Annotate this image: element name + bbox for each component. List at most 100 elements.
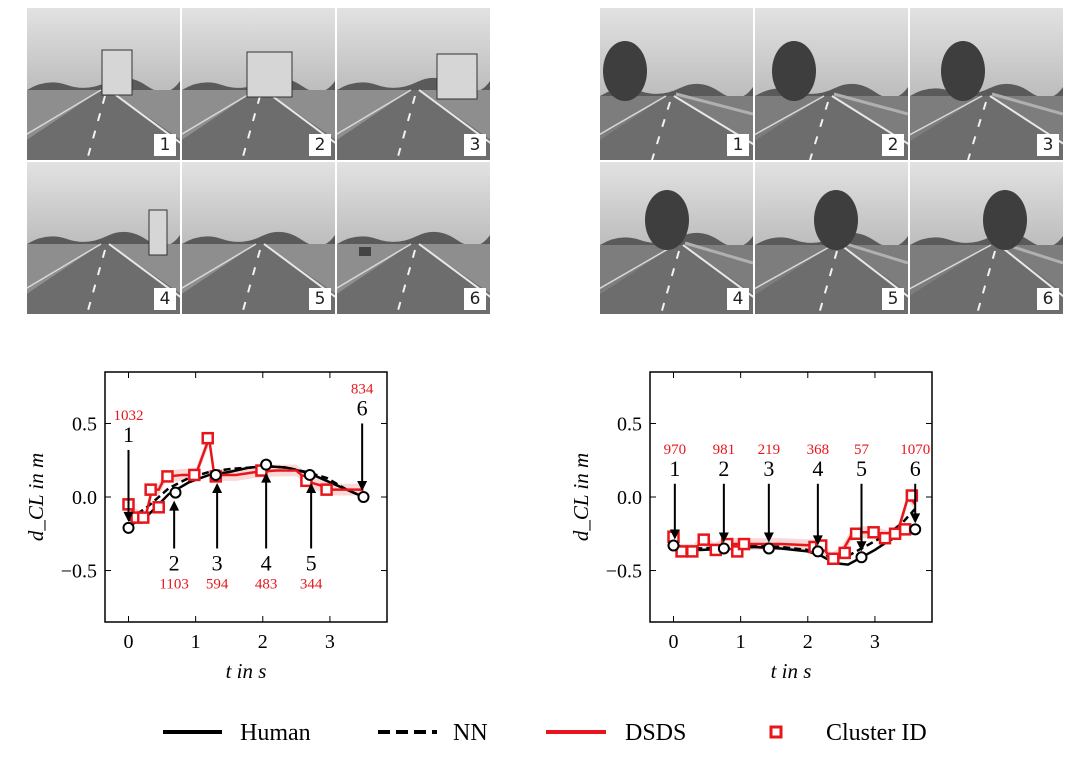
- frame-marker-circle: [169, 486, 182, 499]
- cluster-id-marker: [867, 526, 880, 539]
- photo-frame-number: 2: [309, 134, 331, 156]
- x-axis-label: t in s: [226, 659, 267, 683]
- frame-marker-circle: [122, 521, 135, 534]
- cluster-id-marker: [898, 523, 912, 536]
- annotation-arrowhead: [910, 513, 921, 524]
- y-tick-label: −0.5: [61, 561, 97, 583]
- annotation-arrowhead: [763, 532, 774, 543]
- photo-frame-2: 2: [182, 8, 335, 160]
- photo-frame-number: 1: [154, 134, 176, 156]
- cluster-id-marker: [878, 531, 892, 545]
- photo-frame-number: 1: [727, 134, 749, 156]
- photo-frame-6: 6: [337, 162, 490, 314]
- photo-frame-number: 3: [464, 134, 486, 156]
- photo-frame-image: [600, 8, 753, 160]
- annotation-arrowhead: [357, 481, 368, 491]
- photo-frame-image: [27, 162, 180, 314]
- annotation-arrowhead: [812, 535, 823, 546]
- photo-frame-number: 3: [1037, 134, 1059, 156]
- cluster-id-label: 219: [758, 442, 781, 458]
- annotation-arrowhead: [856, 541, 867, 552]
- frame-marker-circle: [667, 539, 680, 552]
- cluster-id-marker: [737, 537, 751, 551]
- chart-right: 0 1 2 30.50.0−0.5t in sd_CL in m 19702981321…: [569, 371, 933, 683]
- frame-number-label: 1: [123, 422, 134, 447]
- cluster-id-label: 1032: [114, 408, 144, 424]
- photo-frame-number: 5: [882, 288, 904, 310]
- x-tick-label: 0: [669, 631, 679, 653]
- x-axis-label: t in s: [771, 659, 812, 683]
- photo-frame-3: 3: [337, 8, 490, 160]
- cluster-id-label: 1070: [900, 442, 930, 458]
- photo-frame-1: 1: [600, 8, 753, 160]
- frame-number-label: 3: [763, 456, 774, 481]
- cluster-id-marker: [686, 545, 699, 558]
- frame-marker-circle: [855, 551, 868, 564]
- y-tick-label: 0.5: [617, 413, 642, 435]
- photo-grid-right: 1 2 3 4 5 6: [600, 8, 1063, 314]
- cluster-id-marker: [849, 527, 863, 541]
- photo-frame-number: 2: [882, 134, 904, 156]
- y-tick-label: 0.5: [72, 413, 97, 435]
- cluster-id-marker: [320, 483, 333, 496]
- photo-frame-image: [910, 162, 1063, 314]
- photo-frame-2: 2: [755, 8, 908, 160]
- photo-frame-4: 4: [600, 162, 753, 314]
- y-tick-label: 0.0: [617, 487, 642, 509]
- photo-frame-number: 4: [727, 288, 749, 310]
- legend: Human NN DSDS Cluster ID: [163, 720, 927, 746]
- x-tick-label: 2: [258, 631, 268, 653]
- annotation-arrowhead: [261, 472, 272, 483]
- frame-number-label: 2: [718, 456, 729, 481]
- frame-marker-circle: [260, 458, 273, 471]
- frame-marker-circle: [811, 545, 824, 558]
- photo-frame-1: 1: [27, 8, 180, 160]
- photo-frame-5: 5: [182, 162, 335, 314]
- x-tick-label: 3: [870, 631, 880, 653]
- annotation-arrowhead: [169, 500, 180, 511]
- cluster-id-label: 834: [351, 381, 374, 397]
- photo-frame-image: [337, 8, 490, 160]
- frame-number-label: 3: [212, 550, 223, 575]
- cluster-id-label: 368: [807, 442, 830, 458]
- cluster-id-label: 483: [255, 576, 278, 592]
- x-tick-label: 3: [325, 631, 335, 653]
- frame-number-label: 2: [169, 550, 180, 575]
- y-axis-label: d_CL in m: [569, 453, 593, 541]
- cluster-id-marker: [161, 470, 174, 483]
- cluster-id-marker: [144, 483, 157, 496]
- photo-frame-5: 5: [755, 162, 908, 314]
- y-tick-label: 0.0: [72, 487, 97, 509]
- frame-number-label: 1: [669, 456, 680, 481]
- cluster-id-label: 57: [854, 442, 870, 458]
- x-tick-label: 1: [736, 631, 746, 653]
- x-tick-label: 1: [191, 631, 201, 653]
- cluster-id-marker: [888, 527, 902, 541]
- annotation-arrowhead: [212, 482, 223, 493]
- frame-number-label: 5: [856, 456, 867, 481]
- frame-marker-circle: [357, 491, 370, 503]
- frame-number-label: 5: [306, 550, 317, 575]
- plot-frame: [104, 371, 388, 623]
- frame-number-label: 4: [261, 550, 272, 575]
- frame-marker-circle: [909, 523, 922, 536]
- photo-frame-6: 6: [910, 162, 1063, 314]
- cluster-id-label: 981: [713, 442, 736, 458]
- cluster-id-label: 970: [664, 442, 687, 458]
- cluster-id-marker: [697, 533, 710, 546]
- frame-number-label: 6: [357, 395, 368, 420]
- annotation-arrowhead: [718, 532, 729, 543]
- photo-frame-image: [27, 8, 180, 160]
- photo-frame-3: 3: [910, 8, 1063, 160]
- photo-frame-4: 4: [27, 162, 180, 314]
- series-nn-line: [127, 464, 365, 522]
- cluster-id-marker: [827, 552, 840, 566]
- x-tick-label: 0: [124, 631, 134, 653]
- cluster-id-marker: [905, 489, 919, 502]
- photo-frame-image: [910, 8, 1063, 160]
- frame-number-label: 4: [812, 456, 823, 481]
- photo-frame-number: 6: [464, 288, 486, 310]
- cluster-id-marker: [152, 501, 165, 514]
- legend-human-label: Human: [240, 720, 311, 746]
- frame-marker-circle: [717, 542, 730, 555]
